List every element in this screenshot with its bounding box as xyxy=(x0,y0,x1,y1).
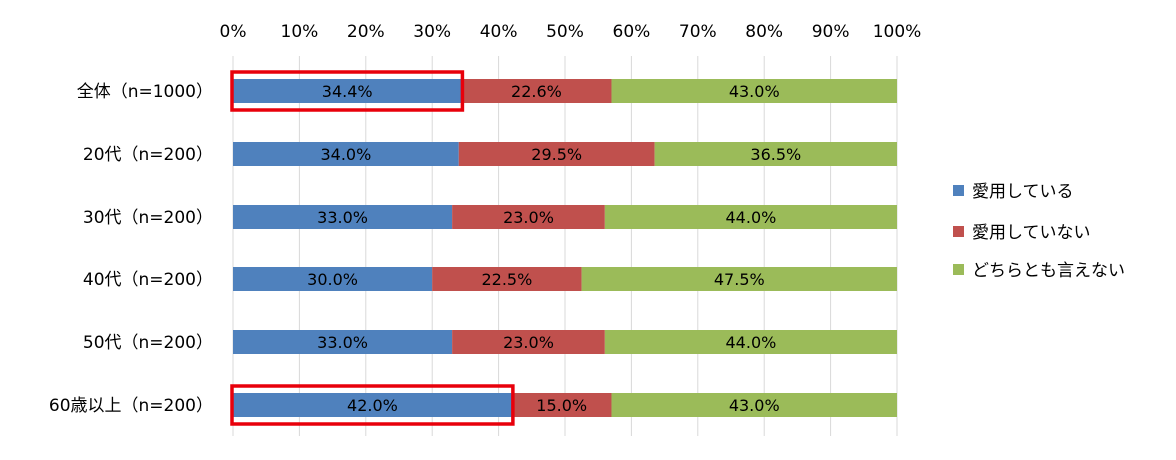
bar-segment xyxy=(233,205,453,229)
x-tick-label: 60% xyxy=(613,22,651,42)
category-label: 20代（n=200） xyxy=(83,145,213,165)
bar-segment xyxy=(233,393,512,417)
data-label: 47.5% xyxy=(714,270,765,289)
bar-segment xyxy=(233,330,453,354)
data-label: 43.0% xyxy=(729,396,780,415)
bar-segment xyxy=(611,393,897,417)
data-label: 15.0% xyxy=(536,396,587,415)
x-tick-label: 90% xyxy=(812,22,850,42)
bar-segment xyxy=(611,79,897,103)
x-tick-label: 80% xyxy=(745,22,783,42)
legend-label: 愛用している xyxy=(972,182,1074,202)
highlight-box xyxy=(230,70,465,112)
data-label: 29.5% xyxy=(531,145,582,164)
legend-swatch xyxy=(953,264,964,275)
data-label: 22.6% xyxy=(511,82,562,101)
bar-segment xyxy=(452,205,605,229)
x-axis-ticks: 0% 10% 20% 30% 40% 50% 60% 70% 80% 90% 100% xyxy=(220,22,922,42)
bar-segment xyxy=(233,267,433,291)
data-label: 22.5% xyxy=(481,270,532,289)
x-tick-label: 10% xyxy=(281,22,319,42)
gridlines xyxy=(232,56,898,436)
legend-label: どちらとも言えない xyxy=(972,261,1125,281)
legend-label: 愛用していない xyxy=(972,223,1091,243)
category-label: 40代（n=200） xyxy=(83,270,213,290)
data-label: 33.0% xyxy=(317,333,368,352)
data-label: 23.0% xyxy=(503,333,554,352)
bar-segment xyxy=(604,330,897,354)
data-label: 44.0% xyxy=(726,333,777,352)
legend-swatch xyxy=(953,185,964,196)
x-tick-label: 100% xyxy=(873,22,922,42)
x-tick-label: 50% xyxy=(546,22,584,42)
highlight-boxes xyxy=(230,70,515,426)
x-tick-label: 40% xyxy=(480,22,518,42)
category-label: 50代（n=200） xyxy=(83,333,213,353)
data-label: 43.0% xyxy=(729,82,780,101)
data-label: 44.0% xyxy=(726,208,777,227)
category-label: 全体（n=1000） xyxy=(77,82,213,102)
data-label: 34.4% xyxy=(322,82,373,101)
bar-segment xyxy=(581,267,897,291)
bar-segment xyxy=(452,330,605,354)
data-label: 33.0% xyxy=(317,208,368,227)
data-label: 42.0% xyxy=(347,396,398,415)
bar-segment xyxy=(604,205,897,229)
data-label: 23.0% xyxy=(503,208,554,227)
x-tick-label: 20% xyxy=(347,22,385,42)
legend-swatch xyxy=(953,226,964,237)
x-tick-label: 70% xyxy=(679,22,717,42)
bar-segment xyxy=(233,79,462,103)
data-label: 34.0% xyxy=(320,145,371,164)
category-label: 30代（n=200） xyxy=(83,208,213,228)
x-tick-label: 0% xyxy=(220,22,247,42)
bar-segment xyxy=(511,393,612,417)
x-tick-label: 30% xyxy=(413,22,451,42)
bar-segment xyxy=(461,79,612,103)
data-label: 36.5% xyxy=(750,145,801,164)
bar-segment xyxy=(458,142,655,166)
category-labels: 全体（n=1000） 20代（n=200） 30代（n=200） 40代（n=200）… xyxy=(49,82,213,416)
bars: 34.4% 22.6% 43.0% 34.0% 29.5% 36.5% 33.0% 23.0%… xyxy=(233,79,897,417)
bar-segment xyxy=(233,142,459,166)
bar-segment xyxy=(654,142,897,166)
category-label: 60歳以上（n=200） xyxy=(49,396,213,416)
bar-segment xyxy=(432,267,582,291)
data-label: 30.0% xyxy=(307,270,358,289)
highlight-box xyxy=(230,384,515,426)
